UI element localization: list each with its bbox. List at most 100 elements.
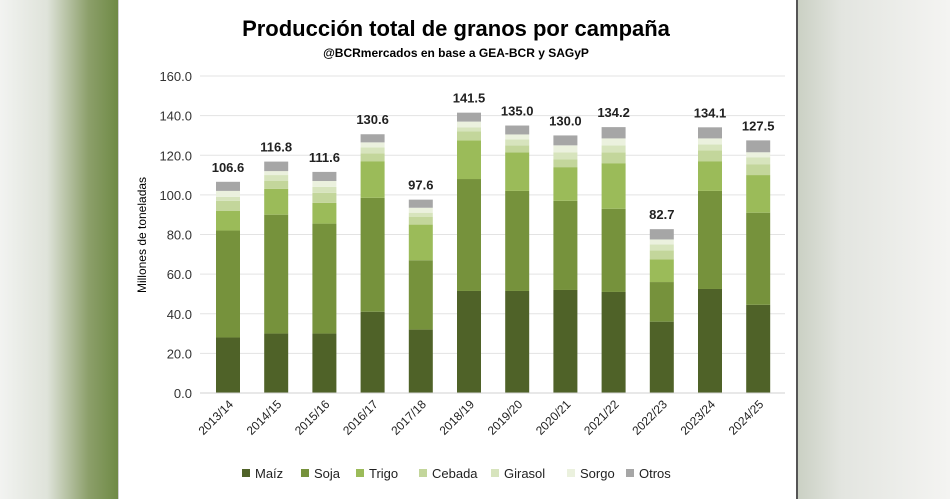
- bar-segment-trigo: [698, 161, 722, 191]
- bar-segment-sorgo: [553, 145, 578, 153]
- bar-segment-soja: [457, 179, 481, 291]
- x-tick-label: 2013/14: [196, 397, 237, 438]
- y-tick-label: 60.0: [167, 267, 192, 282]
- bar-segment-girasol: [408, 212, 433, 217]
- total-data-label: 106.6: [212, 160, 245, 175]
- bar-segment-trigo: [264, 188, 289, 215]
- bar-segment-cebada: [649, 250, 674, 260]
- bar-segment-sorgo: [601, 138, 626, 146]
- total-data-label: 134.1: [694, 105, 727, 120]
- x-tick-label: 2014/15: [244, 397, 285, 438]
- bar-segment-trigo: [746, 175, 771, 213]
- y-tick-label: 0.0: [174, 386, 192, 401]
- bar-segment-otros: [216, 181, 240, 191]
- bar-segment-girasol: [505, 139, 530, 146]
- x-tick-label: 2023/24: [678, 397, 719, 438]
- bar-segment-otros: [553, 135, 578, 146]
- bar-segment-sorgo: [312, 181, 337, 187]
- legend-label: Otros: [639, 466, 671, 481]
- y-tick-label: 40.0: [167, 307, 192, 322]
- legend-swatch-otros: [626, 469, 634, 477]
- bar-segment-maíz: [216, 337, 240, 393]
- bar-segment-soja: [264, 214, 289, 334]
- bar-segment-maíz: [698, 288, 722, 393]
- bar-segment-trigo: [408, 224, 433, 261]
- legend-swatch-sorgo: [567, 469, 575, 477]
- x-tick-label: 2017/18: [388, 397, 429, 438]
- y-tick-label: 80.0: [167, 228, 192, 243]
- x-tick-label: 2022/23: [629, 397, 670, 438]
- bar-segment-otros: [649, 229, 674, 240]
- blurred-background-right: [795, 0, 950, 499]
- bar-segment-maíz: [601, 291, 626, 393]
- bar-segment-soja: [312, 223, 337, 334]
- bar-segment-girasol: [312, 186, 337, 193]
- x-tick-label: 2019/20: [485, 397, 526, 438]
- x-tick-label: 2016/17: [340, 397, 381, 438]
- total-data-label: 127.5: [742, 118, 775, 133]
- legend-swatch-girasol: [491, 469, 499, 477]
- x-tick-label: 2021/22: [581, 397, 622, 438]
- chart-subtitle: @BCRmercados en base a GEA-BCR y SAGyP: [323, 46, 589, 60]
- x-tick-label: 2015/16: [292, 397, 333, 438]
- bar-segment-maíz: [746, 304, 771, 393]
- legend-swatch-soja: [301, 469, 309, 477]
- bar-segment-maíz: [553, 289, 578, 393]
- bar-segment-soja: [553, 200, 578, 290]
- bar-segment-sorgo: [216, 190, 240, 197]
- bar-segment-soja: [649, 282, 674, 322]
- legend-label: Trigo: [369, 466, 398, 481]
- total-data-label: 116.8: [260, 140, 292, 155]
- bar-segment-girasol: [360, 147, 385, 154]
- y-axis-label: Millones de toneladas: [135, 177, 149, 293]
- bar-segment-girasol: [216, 196, 240, 201]
- total-data-label: 135.0: [501, 104, 534, 119]
- bar-segment-soja: [505, 190, 530, 291]
- bar-segment-sorgo: [746, 152, 771, 158]
- bar-segment-soja: [601, 208, 626, 292]
- bar-segment-cebada: [698, 150, 722, 162]
- bar-segment-maíz: [649, 321, 674, 393]
- bar-segment-trigo: [216, 210, 240, 231]
- bar-segment-cebada: [746, 164, 771, 176]
- legend-label: Sorgo: [580, 466, 615, 481]
- bar-segment-maíz: [457, 290, 481, 393]
- x-tick-label: 2024/25: [726, 397, 767, 438]
- bar-segment-trigo: [553, 167, 578, 201]
- bar-segment-sorgo: [698, 138, 722, 145]
- bar-segment-otros: [601, 127, 626, 139]
- bar-segment-cebada: [264, 181, 289, 189]
- bar-segment-trigo: [312, 202, 337, 224]
- bar-segment-soja: [746, 212, 771, 305]
- bar-segment-otros: [505, 125, 530, 135]
- legend-label: Cebada: [432, 466, 478, 481]
- legend-swatch-cebada: [419, 469, 427, 477]
- bar-segment-otros: [312, 171, 337, 182]
- bar-segment-soja: [216, 230, 240, 338]
- bar-segment-otros: [698, 127, 722, 139]
- total-data-label: 82.7: [649, 207, 674, 222]
- bar-segment-otros: [360, 134, 385, 143]
- bar-segment-trigo: [360, 161, 385, 198]
- total-data-label: 134.2: [597, 105, 630, 120]
- bar-segment-sorgo: [360, 142, 385, 148]
- legend-swatch-trigo: [356, 469, 364, 477]
- legend-swatch-maíz: [242, 469, 250, 477]
- y-tick-label: 100.0: [159, 188, 192, 203]
- bar-segment-trigo: [505, 152, 530, 191]
- bar-segment-cebada: [457, 131, 481, 141]
- bar-segment-maíz: [312, 333, 337, 393]
- bar-segment-girasol: [746, 157, 771, 165]
- bar-segment-sorgo: [505, 134, 530, 140]
- bar-segment-trigo: [601, 163, 626, 209]
- total-data-label: 130.0: [549, 113, 582, 128]
- legend-label: Soja: [314, 466, 341, 481]
- total-data-label: 141.5: [453, 91, 486, 106]
- bar-segment-otros: [264, 161, 289, 172]
- bar-segment-maíz: [505, 290, 530, 393]
- y-tick-label: 20.0: [167, 346, 192, 361]
- bar-segment-girasol: [649, 244, 674, 251]
- bar-segment-trigo: [649, 259, 674, 283]
- bar-segment-cebada: [601, 152, 626, 164]
